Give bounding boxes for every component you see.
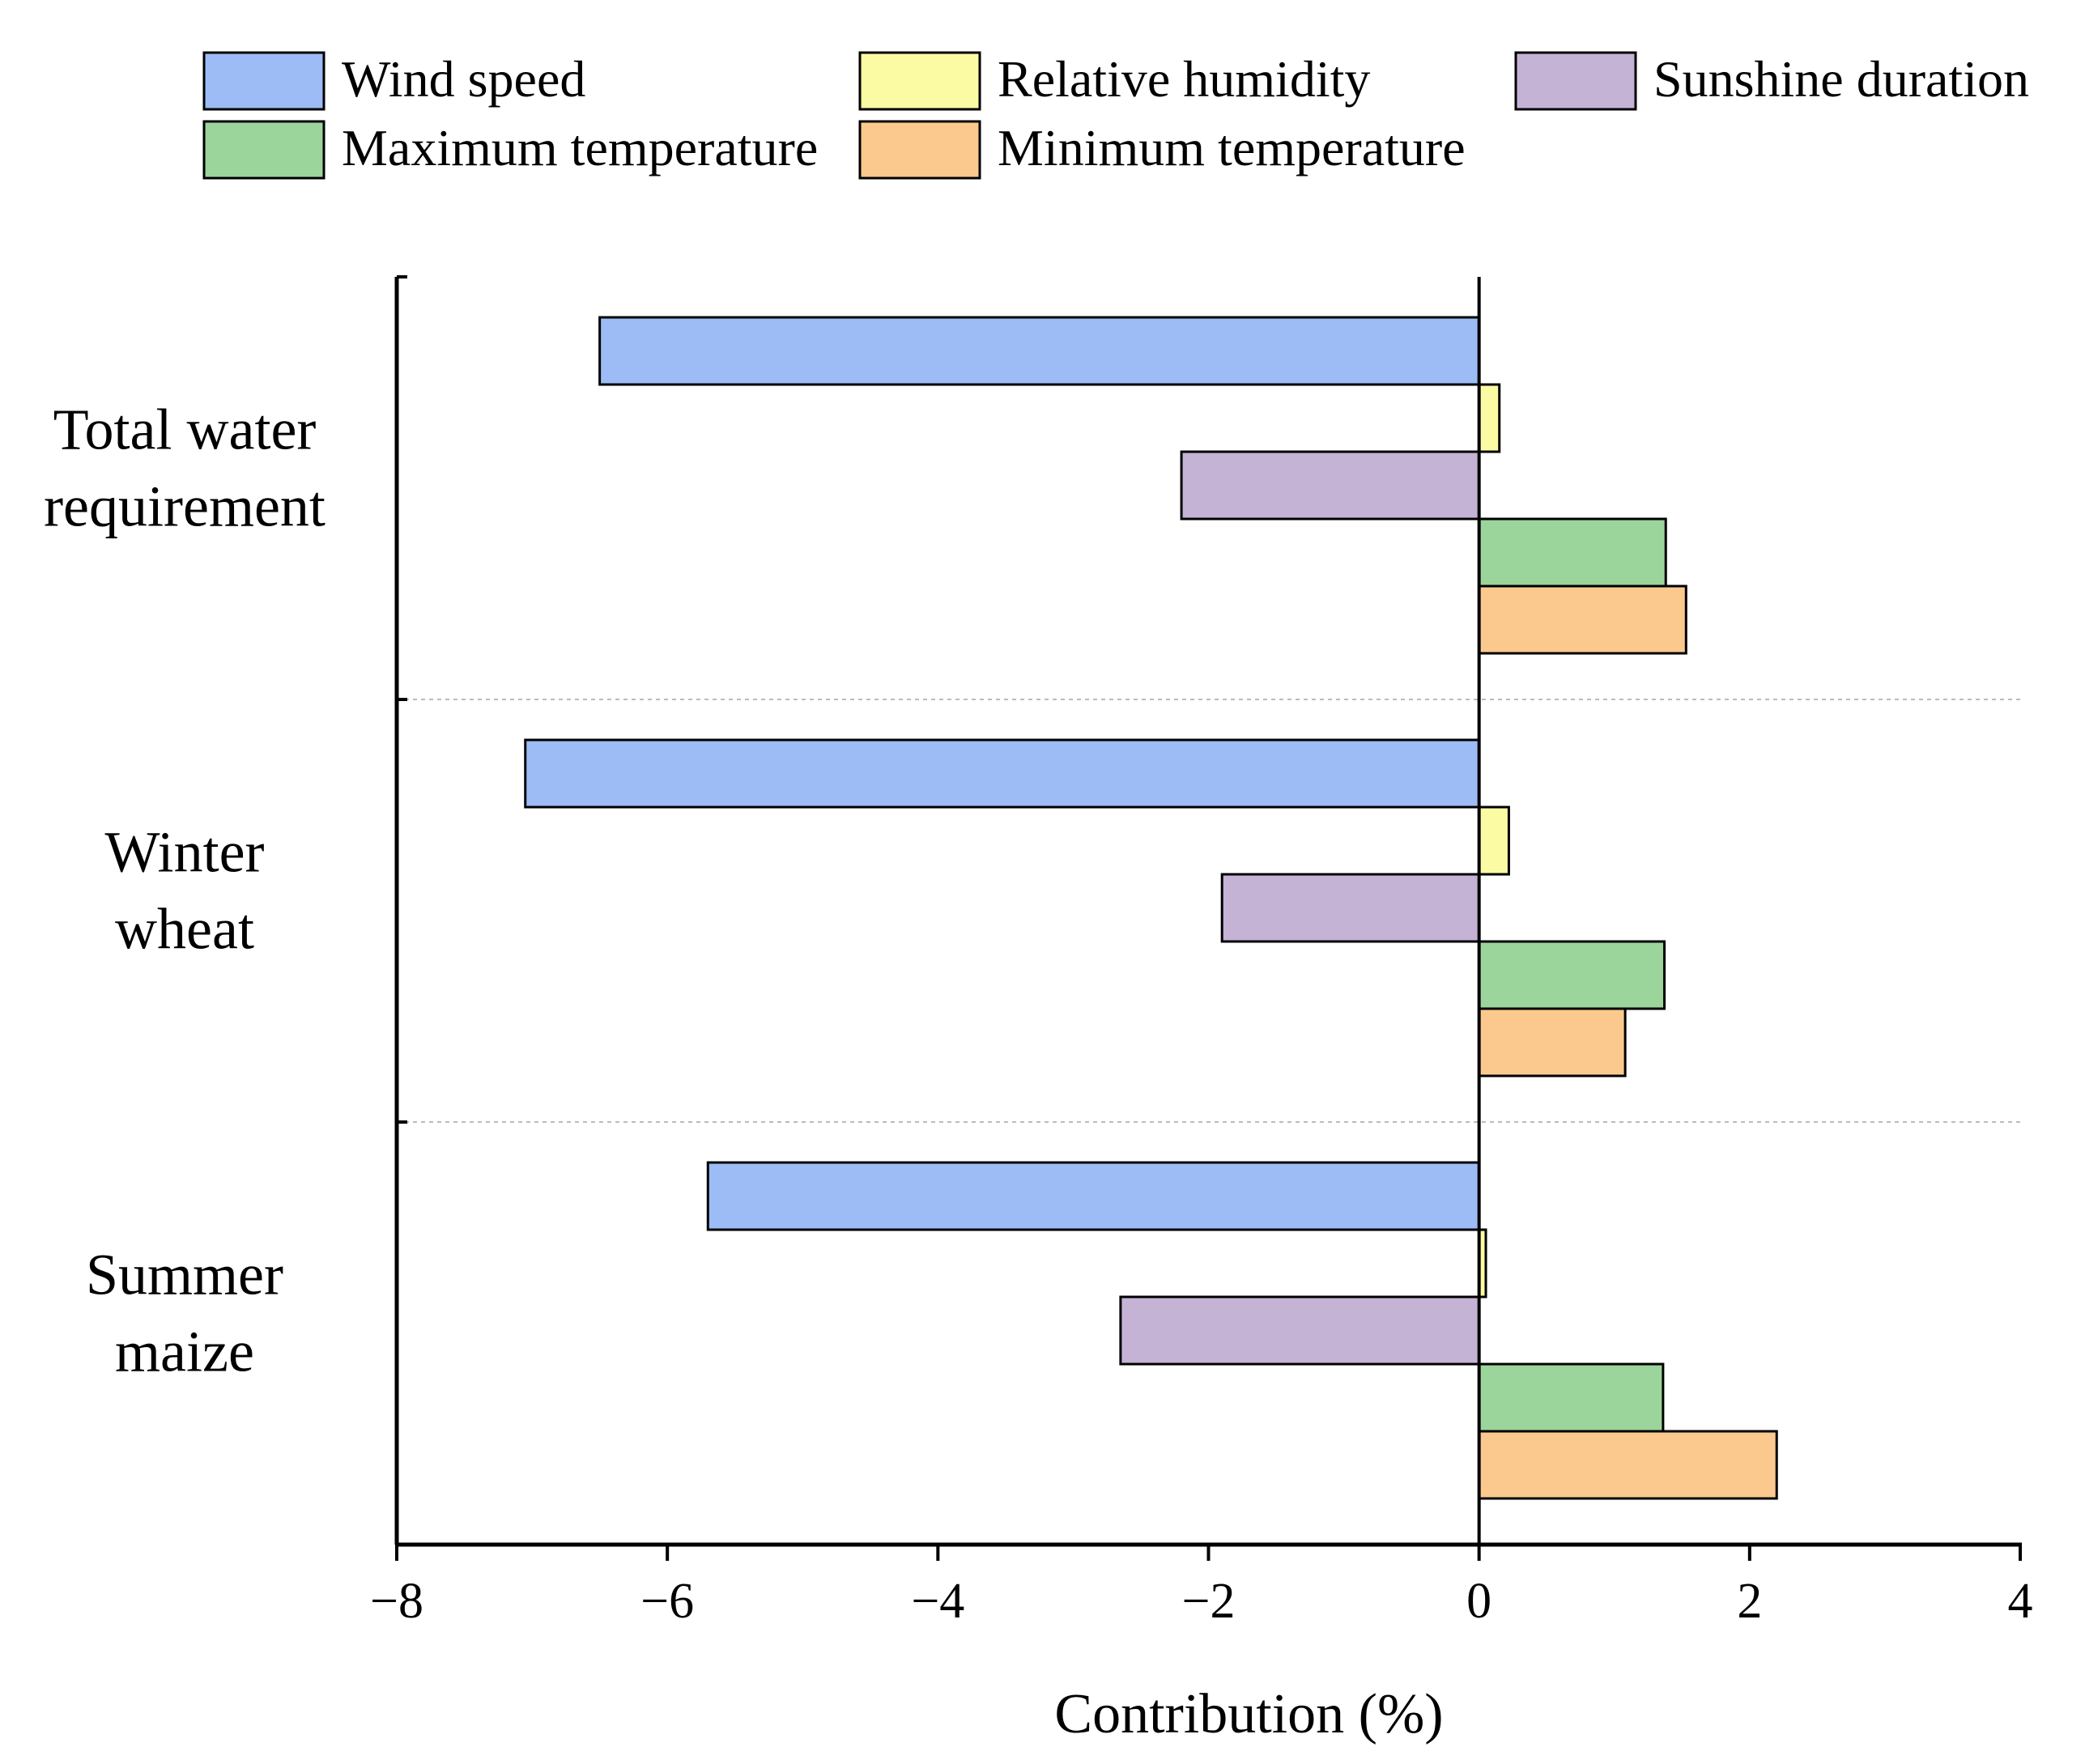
bar-maximum-temperature xyxy=(1478,1362,1665,1433)
category-label: Summer xyxy=(86,1243,283,1307)
legend-label: Minimum temperature xyxy=(998,119,1466,176)
legend-swatch xyxy=(858,51,981,111)
bar-wind-speed xyxy=(598,316,1481,386)
x-tick-label: −8 xyxy=(370,1574,423,1629)
category-label: requirement xyxy=(44,474,326,539)
legend-item-sunshine-duration: Sunshine duration xyxy=(1514,50,2029,111)
bar-relative-humidity xyxy=(1478,805,1510,876)
bar-sunshine-duration xyxy=(1180,450,1481,521)
bars xyxy=(524,316,1778,1500)
legend-swatch xyxy=(858,120,981,180)
bar-maximum-temperature xyxy=(1478,940,1666,1010)
category-label: maize xyxy=(115,1320,254,1384)
bar-relative-humidity xyxy=(1478,383,1501,453)
x-tick-label: −2 xyxy=(1182,1574,1236,1629)
category-label: Total water xyxy=(53,397,317,462)
category-labels: Total water requirement Winter wheat Summer m… xyxy=(44,397,326,1384)
legend-label: Wind speed xyxy=(342,50,585,108)
legend-label: Sunshine duration xyxy=(1653,50,2029,108)
bar-wind-speed xyxy=(524,738,1481,809)
x-axis-title: Contribution (%) xyxy=(1054,1683,1443,1745)
category-label: Winter xyxy=(104,820,264,885)
legend: Wind speed Relative humidity Sunshine dura… xyxy=(202,50,2029,180)
bar-minimum-temperature xyxy=(1478,584,1687,655)
axes xyxy=(394,275,2022,1561)
x-tick-label: −6 xyxy=(640,1574,694,1629)
legend-item-relative-humidity: Relative humidity xyxy=(858,50,1370,111)
bar-wind-speed xyxy=(706,1161,1481,1231)
bar-minimum-temperature xyxy=(1478,1430,1778,1500)
legend-label: Maximum temperature xyxy=(342,119,818,176)
category-label: wheat xyxy=(115,897,254,962)
bar-sunshine-duration xyxy=(1220,873,1481,943)
x-tick-label: 2 xyxy=(1737,1574,1762,1629)
bar-maximum-temperature xyxy=(1478,517,1667,588)
x-tick-label: 4 xyxy=(2008,1574,2033,1629)
x-tick-label: −4 xyxy=(911,1574,964,1629)
legend-swatch xyxy=(202,120,326,180)
bar-sunshine-duration xyxy=(1119,1295,1481,1366)
legend-swatch xyxy=(202,51,326,111)
legend-swatch xyxy=(1514,51,1637,111)
bar-minimum-temperature xyxy=(1478,1007,1627,1078)
x-tick-labels: −8 −6 −4 −2 0 2 4 xyxy=(370,1574,2032,1629)
legend-item-minimum-temperature: Minimum temperature xyxy=(858,119,1466,180)
legend-item-maximum-temperature: Maximum temperature xyxy=(202,119,818,180)
legend-label: Relative humidity xyxy=(998,50,1370,108)
x-tick-label: 0 xyxy=(1466,1574,1491,1629)
legend-item-wind-speed: Wind speed xyxy=(202,50,585,111)
category-separators xyxy=(397,699,2020,1123)
